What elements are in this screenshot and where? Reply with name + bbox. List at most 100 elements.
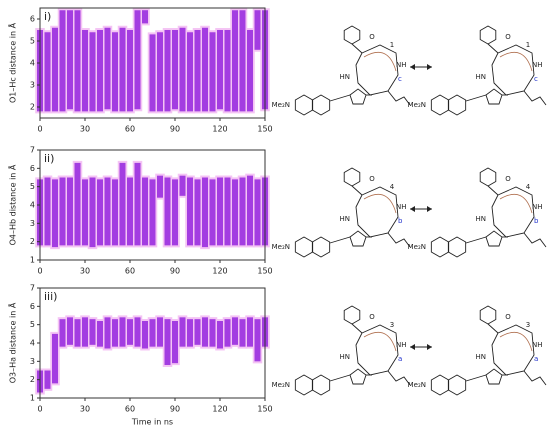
- y-tick-label: 2: [30, 375, 35, 384]
- atom-label: 1: [390, 41, 394, 49]
- atom-label: HN: [340, 353, 351, 361]
- y-tick-label: 2: [30, 103, 35, 112]
- atom-label: c: [398, 75, 402, 83]
- atom-label: NH: [396, 203, 407, 211]
- arrowhead: [427, 206, 432, 212]
- atom-label: O: [505, 33, 511, 41]
- atom-label: Me₂N: [272, 381, 290, 389]
- bond: [329, 374, 351, 382]
- bond: [311, 374, 331, 396]
- x-tick-label: 90: [170, 267, 180, 276]
- bond: [487, 43, 499, 54]
- y-axis-title: O4–Hb distance in Å: [7, 164, 18, 245]
- atom-label: Me₂N: [408, 381, 426, 389]
- x-tick-label: 120: [212, 405, 227, 414]
- bond: [387, 370, 411, 386]
- x-axis-title: Time in ns: [131, 418, 173, 427]
- atom-label: NH: [532, 341, 543, 349]
- x-tick-label: 60: [125, 125, 135, 134]
- atom-label: HN: [476, 353, 487, 361]
- bond: [387, 90, 411, 106]
- bond: [351, 185, 363, 196]
- atom-label: Me₂N: [272, 101, 290, 109]
- atom-label: 3: [390, 321, 394, 329]
- bond: [479, 305, 497, 325]
- atom-label: HN: [340, 215, 351, 223]
- atom-label: NH: [396, 61, 407, 69]
- bond: [430, 374, 450, 396]
- x-tick-label: 0: [37, 405, 42, 414]
- y-tick-label: 6: [30, 164, 35, 173]
- atom-label: NH: [532, 61, 543, 69]
- bond: [447, 374, 467, 396]
- y-tick-label: 7: [30, 284, 35, 293]
- atom-label: 4: [390, 183, 395, 191]
- bond: [465, 94, 487, 102]
- atom-label: O: [369, 175, 375, 183]
- x-tick-label: 30: [80, 405, 90, 414]
- x-tick-label: 150: [257, 267, 272, 276]
- y-axis-title: O3–Ha distance in Å: [7, 302, 18, 383]
- bond: [349, 368, 367, 385]
- bond: [447, 236, 467, 258]
- bond: [351, 43, 363, 54]
- y-tick-label: 5: [30, 37, 35, 46]
- y-axis-title: O1–Hc distance in Å: [7, 22, 18, 103]
- bond: [329, 236, 351, 244]
- atom-label: b: [398, 217, 403, 225]
- atom-label: Me₂N: [408, 243, 426, 251]
- bond: [387, 232, 411, 248]
- y-tick-label: 7: [30, 146, 35, 155]
- bond: [447, 94, 467, 116]
- x-tick-label: 0: [37, 125, 42, 134]
- structure: Me₂N NH HN O 1 c: [272, 25, 411, 116]
- bond: [523, 370, 547, 386]
- structure: Me₂N NH HN O 3 a: [272, 305, 411, 396]
- panel-label: ii): [44, 152, 54, 165]
- bond: [523, 90, 547, 106]
- bond: [479, 25, 497, 45]
- atom-label: 1: [526, 41, 530, 49]
- y-tick-label: 4: [30, 201, 35, 210]
- x-tick-label: 0: [37, 267, 42, 276]
- bond: [485, 230, 503, 247]
- y-tick-label: 4: [30, 339, 35, 348]
- bond: [343, 25, 361, 45]
- atom-label: O: [505, 175, 511, 183]
- bond: [349, 230, 367, 247]
- x-tick-label: 60: [125, 267, 135, 276]
- hbond-arc: [499, 52, 533, 72]
- bond: [485, 88, 503, 105]
- x-tick-label: 30: [80, 267, 90, 276]
- bond: [294, 94, 314, 116]
- hbond-arc: [499, 332, 533, 352]
- hbond-arc: [363, 194, 397, 214]
- hbond-arc: [363, 332, 397, 352]
- bond: [311, 94, 331, 116]
- hbond-arc: [499, 194, 533, 214]
- bond: [487, 185, 499, 196]
- arrowhead: [427, 344, 432, 350]
- x-tick-label: 60: [125, 405, 135, 414]
- atom-label: Me₂N: [272, 243, 290, 251]
- atom-label: c: [534, 75, 538, 83]
- y-tick-label: 3: [30, 81, 35, 90]
- bond: [465, 374, 487, 382]
- y-tick-label: 1: [30, 394, 35, 403]
- x-tick-label: 90: [170, 405, 180, 414]
- x-tick-label: 90: [170, 125, 180, 134]
- arrowhead: [427, 64, 432, 70]
- bond: [343, 305, 361, 325]
- y-tick-label: 2: [30, 237, 35, 246]
- atom-label: HN: [476, 73, 487, 81]
- bond: [311, 236, 331, 258]
- atom-label: HN: [476, 215, 487, 223]
- hbond-arc: [363, 52, 397, 72]
- structure: Me₂N NH HN O 4 b: [408, 167, 547, 258]
- x-tick-label: 150: [257, 125, 272, 134]
- bond: [351, 323, 363, 334]
- bond: [294, 236, 314, 258]
- bond: [485, 368, 503, 385]
- y-tick-label: 5: [30, 320, 35, 329]
- x-tick-label: 30: [80, 125, 90, 134]
